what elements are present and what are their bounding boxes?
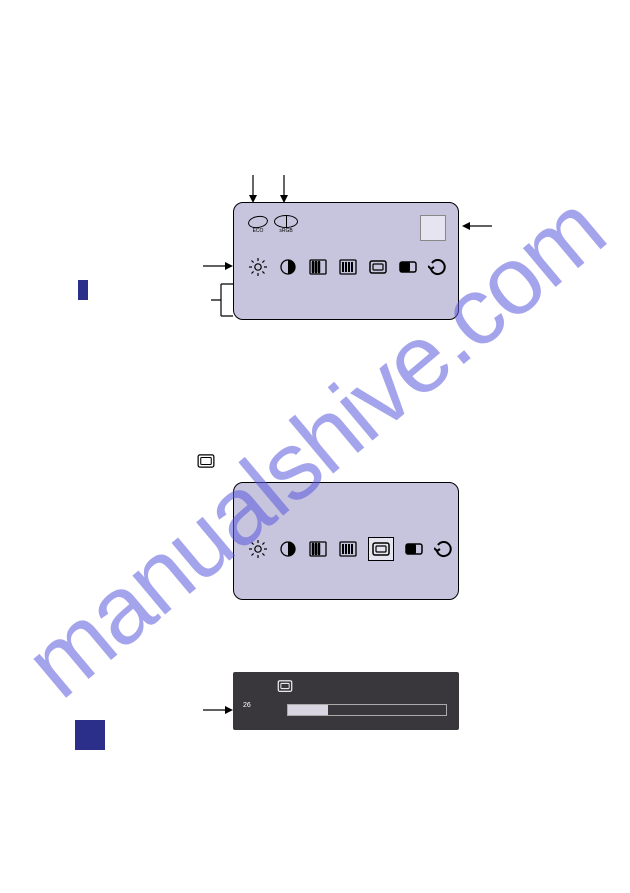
osd-icon-row <box>248 257 448 277</box>
osd-icon-row-2 <box>248 537 454 561</box>
rect-frame-icon <box>277 679 293 697</box>
hvbars4-icon <box>338 257 358 277</box>
return-icon <box>428 257 448 277</box>
rect-frame-icon-selected <box>368 537 394 561</box>
rect-solid-icon <box>404 539 424 559</box>
callout-arrow-top-right <box>274 175 294 205</box>
slider-track <box>287 704 447 716</box>
hvbars4-icon <box>338 539 358 559</box>
osd-panel-select <box>233 482 459 600</box>
hvbars3-icon <box>308 539 328 559</box>
eco-icon <box>247 214 269 229</box>
slider-fill <box>288 705 328 715</box>
brightness-icon <box>248 257 268 277</box>
rect-solid-icon <box>398 257 418 277</box>
osd-panel-main: ECO sRGB <box>233 202 459 320</box>
srgb-badge: sRGB <box>274 215 298 234</box>
callout-bracket-left <box>211 282 237 318</box>
rect-frame-icon-inline <box>197 454 215 473</box>
eco-badge: ECO <box>248 216 268 234</box>
brightness-icon <box>248 539 268 559</box>
side-marker-1 <box>78 280 88 300</box>
hvbars3-icon <box>308 257 328 277</box>
adjustment-bar: 26 <box>233 672 459 730</box>
callout-arrow-right <box>458 218 492 234</box>
return-icon <box>434 539 454 559</box>
adjustment-value: 26 <box>243 702 251 709</box>
contrast-icon <box>278 539 298 559</box>
callout-arrow-left-icons <box>203 258 235 274</box>
rect-frame-icon <box>368 257 388 277</box>
eco-label: ECO <box>253 229 264 234</box>
side-marker-2 <box>75 720 105 750</box>
srgb-icon <box>274 215 298 228</box>
osd-badge-row: ECO sRGB <box>248 215 298 234</box>
callout-arrow-slider <box>203 702 235 718</box>
srgb-label: sRGB <box>279 229 292 234</box>
contrast-icon <box>278 257 298 277</box>
exit-indicator <box>420 215 446 241</box>
callout-arrow-top-left <box>243 175 263 205</box>
